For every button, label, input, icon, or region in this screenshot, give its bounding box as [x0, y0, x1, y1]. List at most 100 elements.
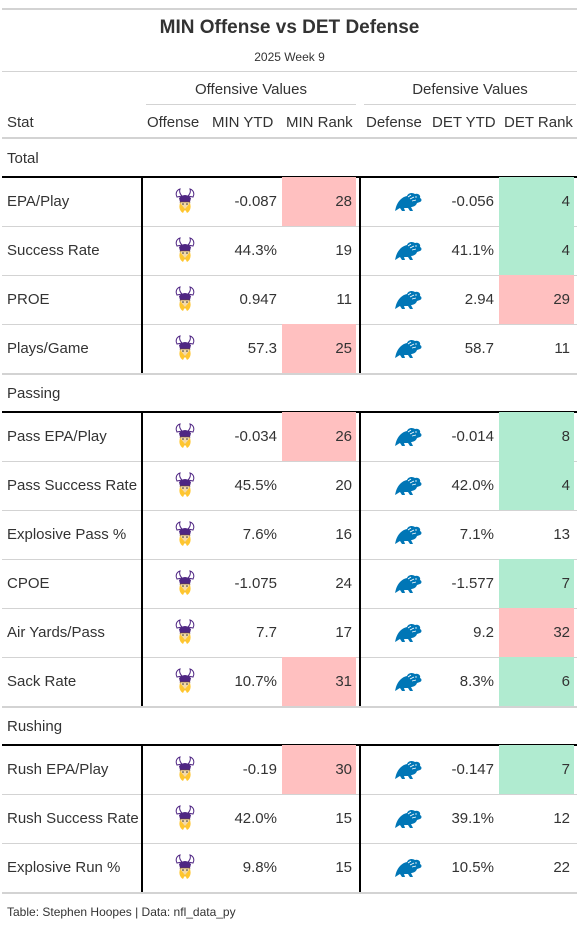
- stat-label: EPA/Play: [7, 193, 70, 210]
- min-ytd-value: -0.19: [242, 761, 277, 778]
- vikings-logo-icon: [172, 237, 198, 263]
- offense-divider: [141, 657, 143, 706]
- offense-divider: [141, 794, 143, 843]
- det-ytd-value: -1.577: [451, 575, 494, 592]
- table-title: MIN Offense vs DET Defense: [159, 17, 420, 38]
- table-row: Plays/Game 57.3 25 58.7 11: [2, 324, 577, 375]
- stat-label: PROE: [7, 291, 50, 308]
- table-row: Pass Success Rate 45.5% 20 42.0% 4: [2, 461, 577, 511]
- stat-label: Sack Rate: [7, 673, 77, 690]
- min-ytd-value: 9.8%: [242, 859, 277, 876]
- stat-label: Pass EPA/Play: [7, 428, 107, 445]
- defense-divider: [359, 412, 361, 461]
- vikings-logo-icon: [172, 521, 198, 547]
- table-row: PROE 0.947 11 2.94 29: [2, 275, 577, 325]
- min-ytd-value: 0.947: [239, 291, 277, 308]
- det-rank-value: 13: [553, 526, 570, 543]
- vikings-logo-icon: [172, 286, 198, 312]
- offense-divider: [141, 510, 143, 559]
- lions-logo-icon: [394, 573, 424, 595]
- table-row: Success Rate 44.3% 19 41.1% 4: [2, 226, 577, 276]
- min-ytd-value: -0.034: [234, 428, 277, 445]
- min-rank-value: 20: [335, 477, 352, 494]
- column-header-min-ytd: MIN YTD: [212, 114, 274, 131]
- lions-logo-icon: [394, 475, 424, 497]
- det-ytd-value: -0.147: [451, 761, 494, 778]
- vikings-logo-icon: [172, 472, 198, 498]
- vikings-logo-icon: [172, 756, 198, 782]
- lions-logo-icon: [394, 289, 424, 311]
- table-row: Rush Success Rate 42.0% 15 39.1% 12: [2, 794, 577, 844]
- column-header-det-rank: DET Rank: [504, 114, 573, 131]
- group-label: Rushing: [7, 718, 63, 735]
- defense-divider: [359, 843, 361, 892]
- table-source-note: Table: Stephen Hoopes | Data: nfl_data_p…: [7, 905, 236, 919]
- det-ytd-value: 10.5%: [451, 859, 494, 876]
- defense-divider: [359, 461, 361, 510]
- min-rank-value: 24: [335, 575, 352, 592]
- spanner-defense-line: [364, 104, 576, 105]
- header-rule: [2, 71, 577, 72]
- column-header-stat: Stat: [7, 114, 34, 131]
- min-rank-value: 28: [282, 177, 356, 226]
- min-ytd-value: 10.7%: [234, 673, 277, 690]
- group-header-rushing: Rushing: [2, 707, 577, 746]
- stat-label: Rush Success Rate: [7, 810, 139, 827]
- lions-logo-icon: [394, 524, 424, 546]
- offense-divider: [141, 608, 143, 657]
- det-ytd-value: 42.0%: [451, 477, 494, 494]
- defense-divider: [359, 324, 361, 373]
- table-row: Air Yards/Pass 7.7 17 9.2 32: [2, 608, 577, 658]
- group-label: Passing: [7, 385, 61, 402]
- det-rank-value: 4: [499, 226, 574, 275]
- offense-divider: [141, 745, 143, 794]
- group-label: Total: [7, 150, 39, 167]
- defense-divider: [359, 608, 361, 657]
- offense-divider: [141, 177, 143, 226]
- lions-logo-icon: [394, 759, 424, 781]
- det-ytd-value: 7.1%: [459, 526, 494, 543]
- lions-logo-icon: [394, 426, 424, 448]
- det-ytd-value: -0.056: [451, 193, 494, 210]
- lions-logo-icon: [394, 240, 424, 262]
- min-ytd-value: 44.3%: [234, 242, 277, 259]
- defense-divider: [359, 226, 361, 275]
- stat-label: Success Rate: [7, 242, 100, 259]
- column-header-defense: Defense: [366, 114, 422, 131]
- vikings-logo-icon: [172, 805, 198, 831]
- lions-logo-icon: [394, 857, 424, 879]
- vikings-logo-icon: [172, 423, 198, 449]
- offense-divider: [141, 226, 143, 275]
- group-header-passing: Passing: [2, 374, 577, 413]
- lions-logo-icon: [394, 622, 424, 644]
- vikings-logo-icon: [172, 335, 198, 361]
- lions-logo-icon: [394, 191, 424, 213]
- det-rank-value: 8: [499, 412, 574, 461]
- defense-divider: [359, 275, 361, 324]
- min-ytd-value: -0.087: [234, 193, 277, 210]
- det-rank-value: 29: [499, 275, 574, 324]
- min-rank-value: 16: [335, 526, 352, 543]
- offense-divider: [141, 461, 143, 510]
- det-ytd-value: -0.014: [451, 428, 494, 445]
- table-row: Explosive Run % 9.8% 15 10.5% 22: [2, 843, 577, 894]
- spanner-defensive-values: Defensive Values: [412, 81, 528, 98]
- defense-divider: [359, 745, 361, 794]
- table-row: Pass EPA/Play -0.034 26 -0.014 8: [2, 412, 577, 462]
- det-rank-value: 12: [553, 810, 570, 827]
- det-ytd-value: 41.1%: [451, 242, 494, 259]
- stat-label: Rush EPA/Play: [7, 761, 109, 778]
- det-rank-value: 32: [499, 608, 574, 657]
- det-rank-value: 7: [499, 745, 574, 794]
- min-rank-value: 15: [335, 859, 352, 876]
- table-row: Explosive Pass % 7.6% 16 7.1% 13: [2, 510, 577, 560]
- stat-label: CPOE: [7, 575, 50, 592]
- det-ytd-value: 9.2: [473, 624, 494, 641]
- lions-logo-icon: [394, 671, 424, 693]
- min-ytd-value: 45.5%: [234, 477, 277, 494]
- det-ytd-value: 2.94: [464, 291, 494, 308]
- min-rank-value: 25: [282, 324, 356, 373]
- column-header-min-rank: MIN Rank: [286, 114, 353, 131]
- defense-divider: [359, 794, 361, 843]
